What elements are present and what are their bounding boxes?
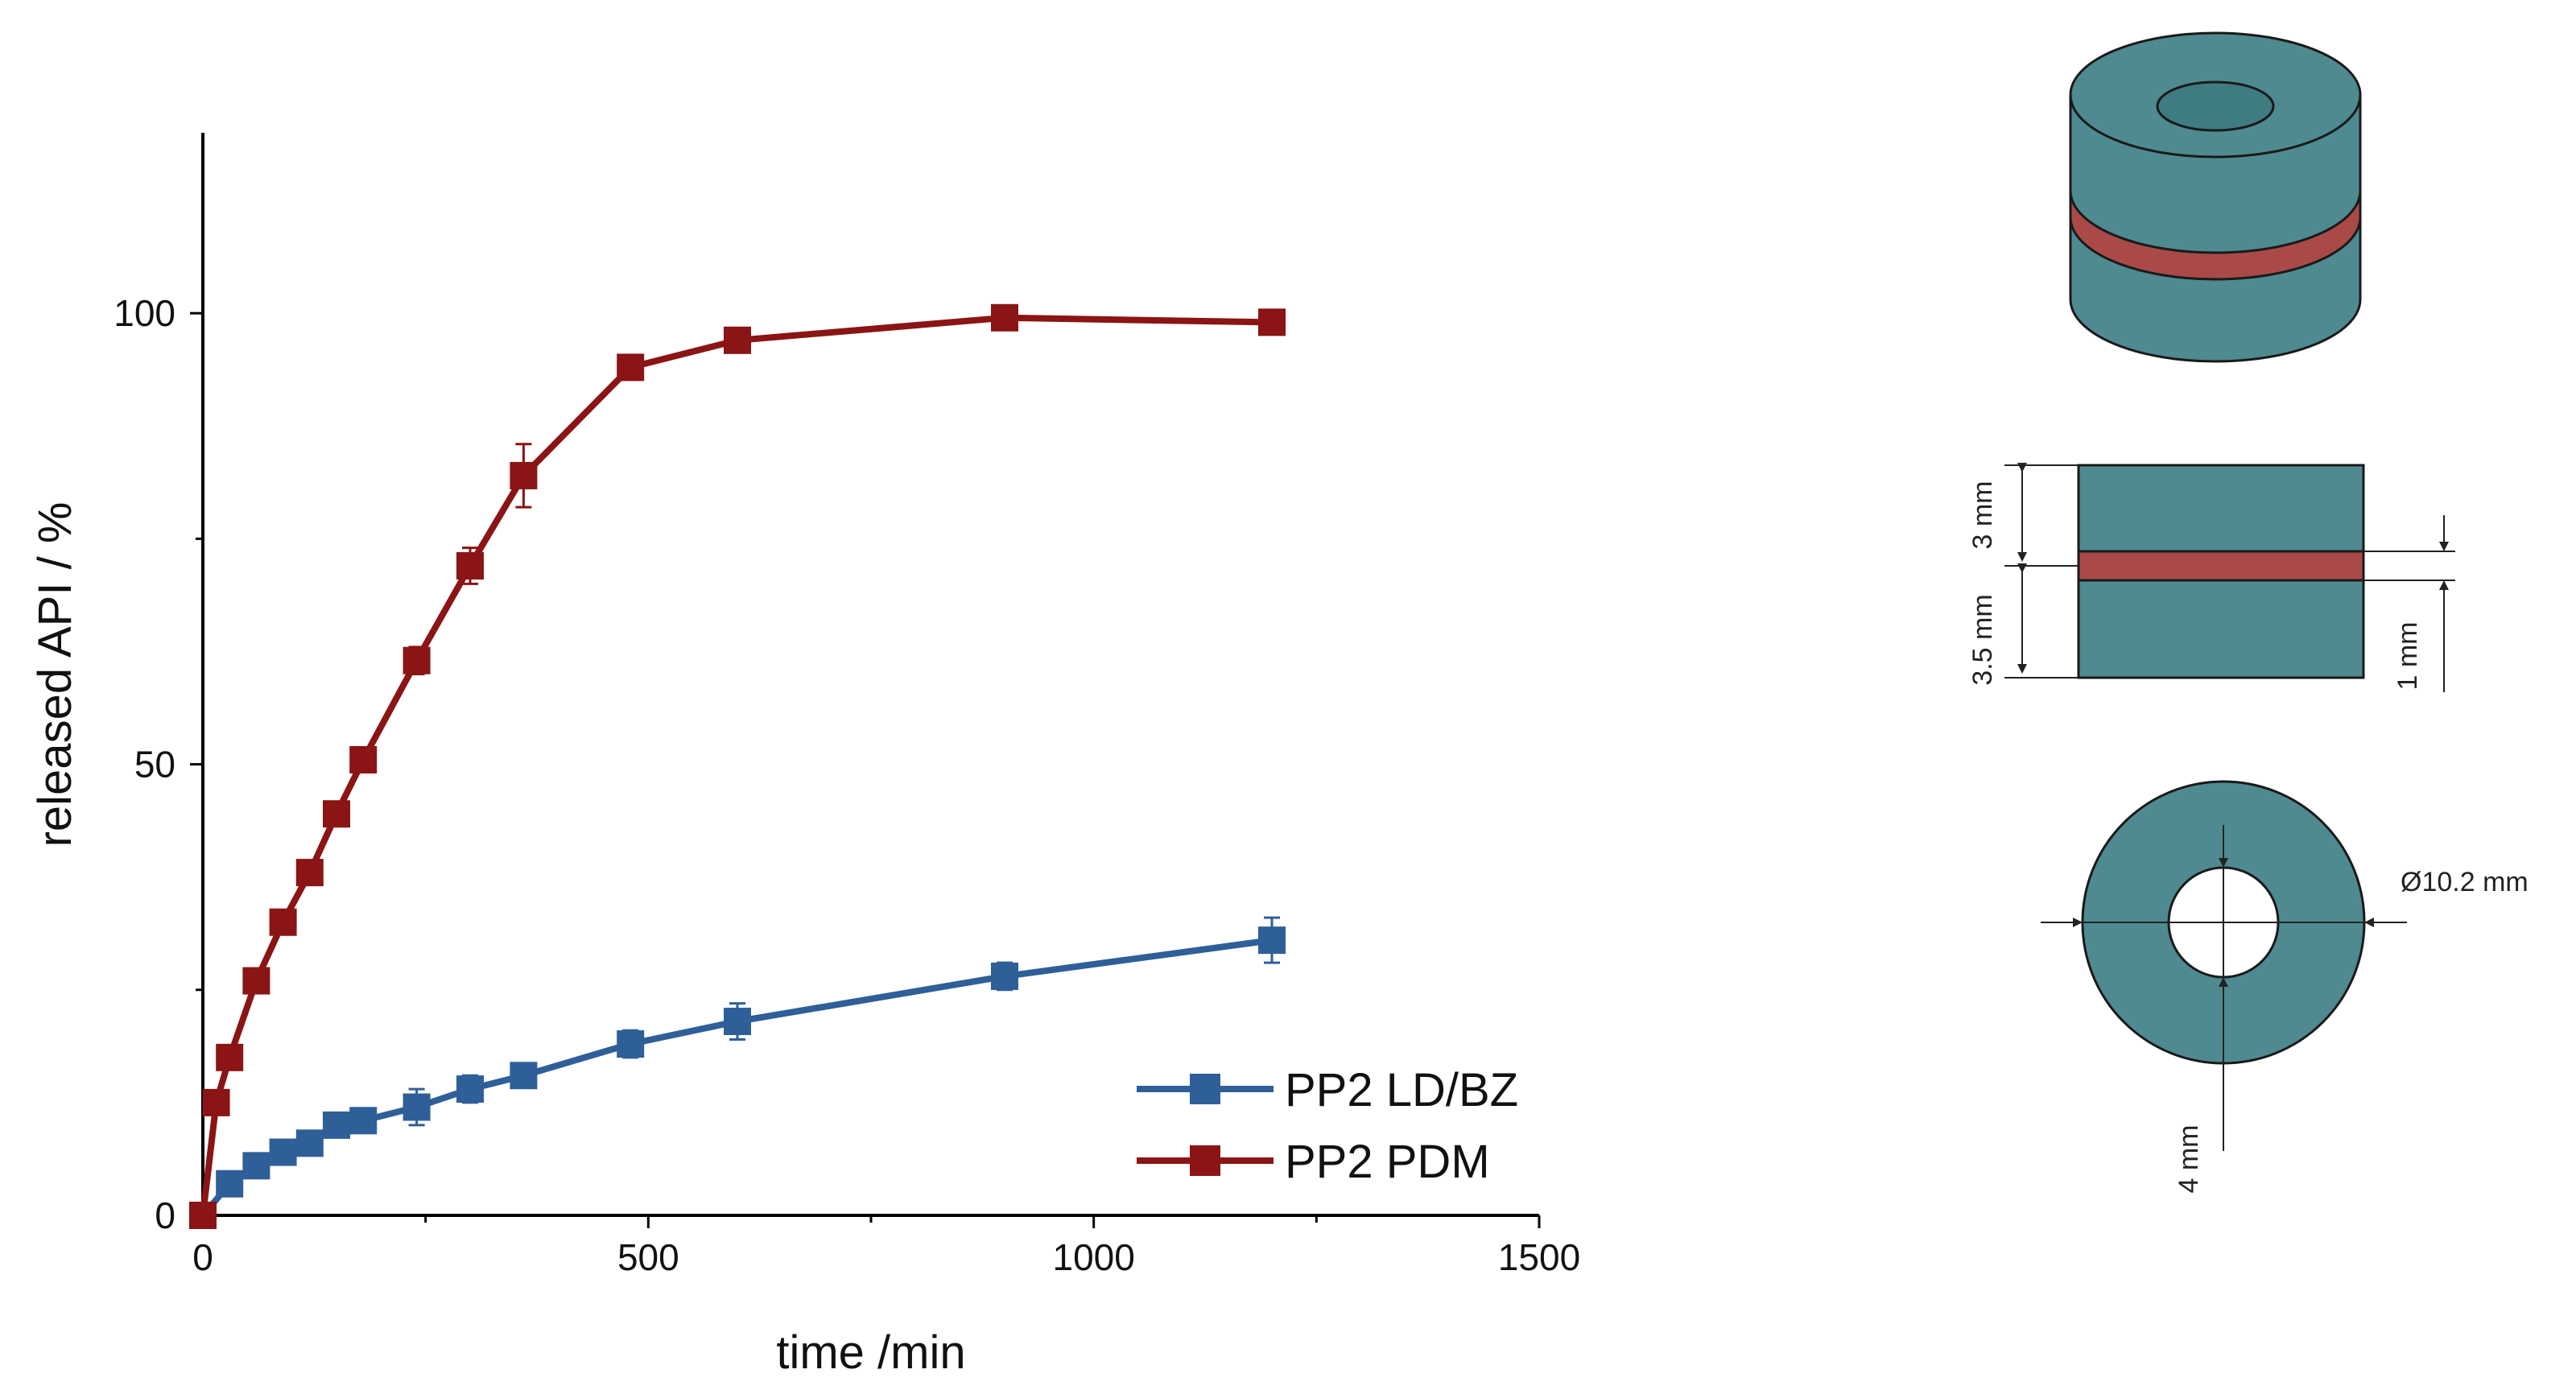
tablet-band — [2069, 190, 2362, 281]
data-point — [617, 1030, 645, 1058]
x-ticks: 0 500 1000 1500 — [192, 1215, 1580, 1278]
data-point — [456, 552, 484, 580]
series-1 — [189, 303, 1286, 1229]
legend-entry-ldbz: PP2 LD/BZ — [1137, 1064, 1518, 1116]
tablet-top-hole — [2156, 80, 2275, 132]
data-point — [269, 1138, 297, 1166]
tablet-3d-view — [2069, 31, 2362, 363]
tablet-side-view: 3 mm 3.5 mm 1 mm — [1967, 463, 2455, 692]
dim-label-diameter: Ø10.2 mm — [2401, 867, 2529, 897]
legend-marker-ldbz — [1190, 1074, 1220, 1104]
y-tick-label: 50 — [134, 744, 175, 786]
tablet-side — [2069, 93, 2362, 363]
data-point — [323, 800, 350, 828]
data-point — [402, 1093, 431, 1121]
y-tick-label: 0 — [155, 1194, 175, 1236]
data-point — [269, 908, 297, 936]
data-point — [202, 1088, 230, 1116]
data-point — [323, 1111, 350, 1139]
x-tick-label: 500 — [617, 1236, 679, 1278]
x-tick-label: 1500 — [1498, 1236, 1580, 1278]
series-line — [200, 937, 1273, 1218]
data-point — [991, 962, 1018, 990]
x-axis-label: time /min — [776, 1326, 965, 1379]
dim-label-1mm: 1 mm — [2392, 622, 2423, 691]
x-tick-label: 1000 — [1052, 1236, 1134, 1278]
series-layer — [189, 303, 1286, 1229]
data-point — [510, 1062, 538, 1090]
y-ticks: 0 50 100 — [114, 292, 203, 1236]
release-chart: 0 500 1000 1500 0 50 100 time /min released A… — [29, 133, 1580, 1379]
dim-label-4mm: 4 mm — [2174, 1125, 2204, 1194]
data-point — [510, 461, 538, 489]
data-point — [1258, 926, 1286, 955]
data-point — [724, 326, 751, 354]
legend-marker-pdm — [1190, 1145, 1220, 1176]
data-point — [724, 1008, 751, 1036]
side-view-band — [2077, 550, 2365, 582]
data-point — [991, 303, 1018, 332]
y-tick-label: 100 — [114, 292, 175, 334]
data-point — [617, 353, 645, 382]
data-point — [349, 745, 378, 773]
data-point — [216, 1169, 244, 1198]
series-0 — [189, 916, 1286, 1229]
legend: PP2 LD/BZ PP2 PDM — [1137, 1064, 1518, 1188]
x-tick-label: 0 — [192, 1236, 213, 1278]
data-point — [295, 1129, 324, 1157]
dim-label-3-5mm: 3.5 mm — [1967, 594, 1998, 685]
legend-label-pdm: PP2 PDM — [1285, 1136, 1490, 1188]
data-point — [1258, 308, 1286, 336]
y-axis-label: released API / % — [29, 502, 81, 848]
legend-entry-pdm: PP2 PDM — [1137, 1136, 1490, 1188]
data-point — [456, 1075, 484, 1103]
data-point — [189, 1202, 217, 1229]
data-point — [242, 1152, 270, 1180]
data-point — [216, 1043, 244, 1071]
data-point — [242, 967, 270, 995]
data-point — [349, 1107, 378, 1135]
data-point — [295, 859, 324, 887]
dim-label-3mm: 3 mm — [1967, 481, 1998, 550]
legend-label-ldbz: PP2 LD/BZ — [1285, 1064, 1518, 1116]
data-point — [402, 646, 431, 674]
tablet-top-view: Ø10.2 mm 4 mm — [2041, 780, 2529, 1194]
tablet-diagram: 3 mm 3.5 mm 1 mm Ø10.2 mm 4 mm — [1967, 31, 2529, 1194]
